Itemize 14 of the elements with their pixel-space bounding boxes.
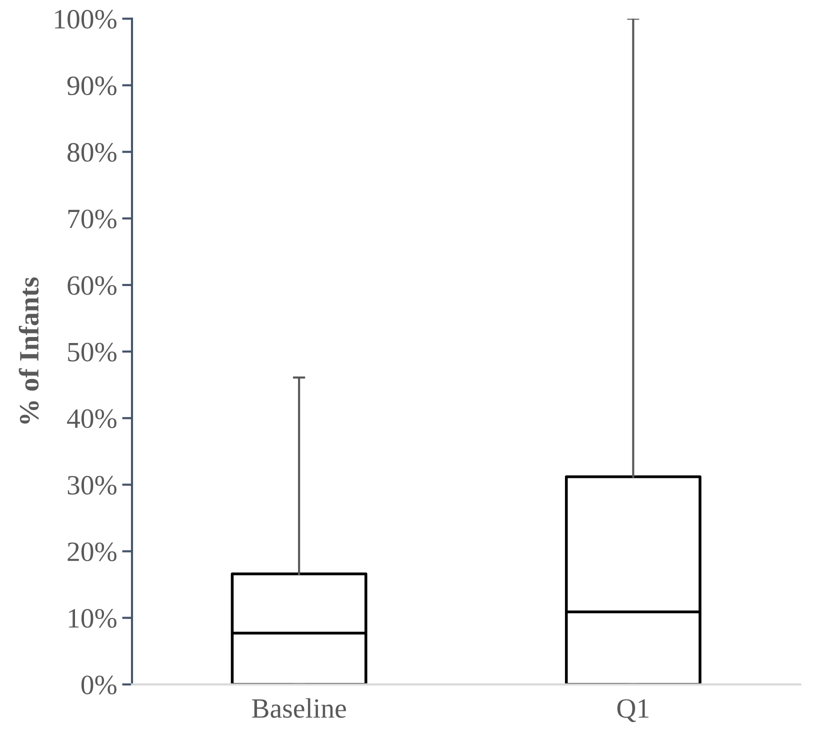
y-tick-label: 90% — [67, 76, 116, 96]
y-tick-label: 40% — [67, 409, 116, 428]
y-tick-label: 0% — [81, 676, 116, 694]
y-axis-title: % of Infants — [18, 277, 39, 424]
y-tick-label: 20% — [68, 542, 116, 562]
y-tick-label: 70% — [68, 210, 116, 228]
y-tick-label: 80% — [68, 143, 116, 162]
y-tick-label: 30% — [68, 476, 116, 495]
y-tick-label: 100% — [55, 10, 116, 29]
y-tick-label: 10% — [68, 609, 116, 628]
x-tick-label: Q1 — [617, 699, 648, 722]
x-tick-label: Baseline — [252, 698, 346, 718]
y-tick-label: 60% — [68, 276, 116, 295]
y-tick-label: 50% — [68, 342, 116, 362]
